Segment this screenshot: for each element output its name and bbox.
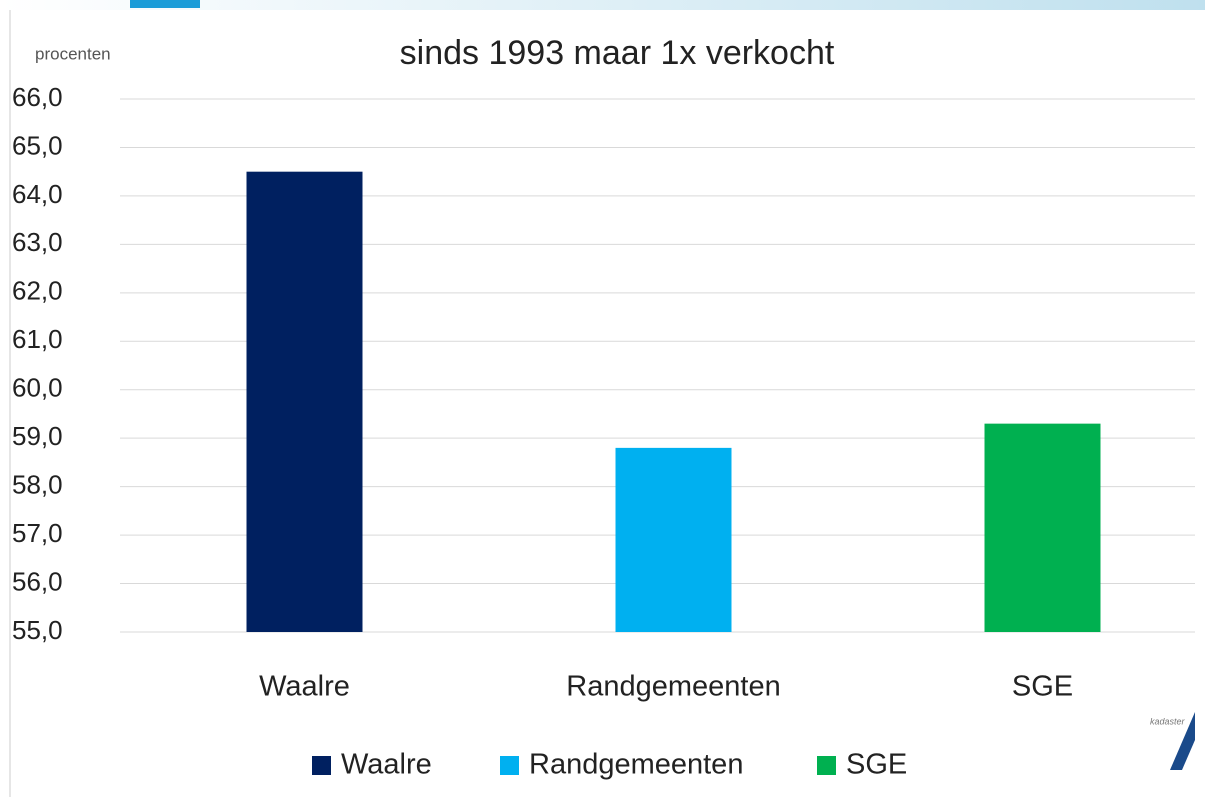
legend-swatch — [500, 756, 519, 775]
x-tick-label: Randgemeenten — [566, 671, 780, 703]
y-tick-label: 64,0 — [12, 179, 63, 209]
y-tick-label: 60,0 — [12, 373, 63, 403]
legend-label: Randgemeenten — [529, 749, 743, 781]
y-tick-label: 58,0 — [12, 470, 63, 500]
y-tick-label: 55,0 — [12, 615, 63, 645]
y-tick-label: 56,0 — [12, 566, 63, 596]
y-axis-label: procenten — [35, 44, 111, 63]
x-tick-label: SGE — [1012, 671, 1073, 703]
y-tick-label: 65,0 — [12, 130, 63, 160]
chart-title: sinds 1993 maar 1x verkocht — [400, 34, 835, 72]
y-tick-label: 57,0 — [12, 518, 63, 548]
bar — [615, 447, 732, 632]
y-tick-label: 59,0 — [12, 421, 63, 451]
legend-swatch — [312, 756, 331, 775]
bar — [246, 171, 363, 632]
logo-fragment — [130, 0, 200, 8]
bar — [984, 423, 1101, 632]
legend-label: SGE — [846, 749, 907, 781]
x-tick-label: Waalre — [259, 671, 350, 703]
logo-mark — [1170, 712, 1195, 770]
header-strip — [0, 0, 1205, 10]
legend-label: Waalre — [341, 749, 432, 781]
y-tick-label: 63,0 — [12, 227, 63, 257]
logo-text: kadaster — [1150, 716, 1186, 726]
y-tick-label: 66,0 — [12, 82, 63, 112]
y-tick-label: 61,0 — [12, 324, 63, 354]
y-tick-label: 62,0 — [12, 276, 63, 306]
legend-swatch — [817, 756, 836, 775]
